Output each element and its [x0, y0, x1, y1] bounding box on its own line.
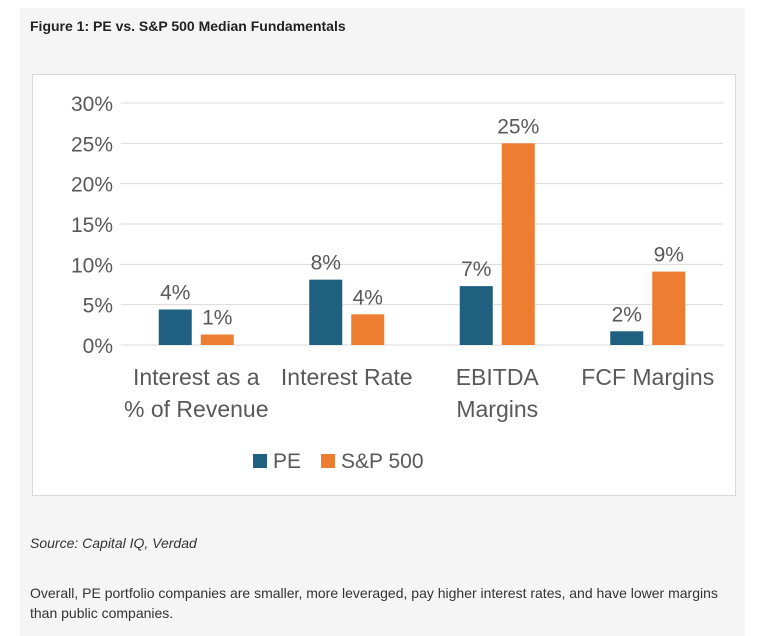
x-category-label: Interest as a	[133, 364, 260, 390]
data-label: 1%	[202, 307, 232, 330]
summary-text: Overall, PE portfolio companies are smal…	[30, 585, 718, 621]
x-category-label: FCF Margins	[581, 364, 714, 390]
data-label: 25%	[497, 115, 539, 138]
source-note: Source: Capital IQ, Verdad	[30, 535, 197, 551]
figure-panel: Figure 1: PE vs. S&P 500 Median Fundamen…	[20, 8, 745, 636]
bar-pe	[610, 331, 644, 345]
y-tick-label: 15%	[71, 214, 113, 237]
bar-pe	[158, 309, 192, 345]
y-tick-label: 0%	[83, 335, 113, 358]
data-label: 9%	[654, 244, 684, 267]
x-category-label: % of Revenue	[124, 396, 268, 422]
bar-sp500	[351, 314, 385, 345]
legend-label: PE	[273, 450, 301, 473]
data-label: 7%	[461, 258, 491, 281]
legend-label: S&P 500	[341, 450, 424, 473]
bar-sp500	[200, 334, 234, 345]
x-category-label: Interest Rate	[281, 364, 413, 390]
bar-chart: 0% 5% 10% 15% 20% 25% 30% 4% 1% Interest as a % of…	[71, 93, 723, 473]
data-label: 8%	[311, 252, 341, 275]
bar-sp500	[501, 143, 535, 345]
data-label: 4%	[160, 282, 190, 305]
y-tick-label: 30%	[71, 93, 113, 116]
y-tick-label: 10%	[71, 254, 113, 277]
bar-pe	[459, 286, 493, 345]
chart-container: 0% 5% 10% 15% 20% 25% 30% 4% 1% Interest as a % of…	[32, 74, 736, 496]
bar-sp500	[652, 271, 686, 345]
y-tick-label: 20%	[71, 174, 113, 197]
bar-pe	[309, 279, 343, 345]
y-tick-label: 25%	[71, 133, 113, 156]
data-label: 2%	[612, 303, 642, 326]
data-label: 4%	[353, 286, 383, 309]
legend-swatch-pe	[253, 454, 267, 468]
figure-title: Figure 1: PE vs. S&P 500 Median Fundamen…	[30, 18, 346, 34]
x-category-label: EBITDA	[456, 364, 540, 390]
y-tick-label: 5%	[83, 295, 113, 318]
x-category-label: Margins	[456, 396, 538, 422]
legend-swatch-sp500	[321, 454, 335, 468]
